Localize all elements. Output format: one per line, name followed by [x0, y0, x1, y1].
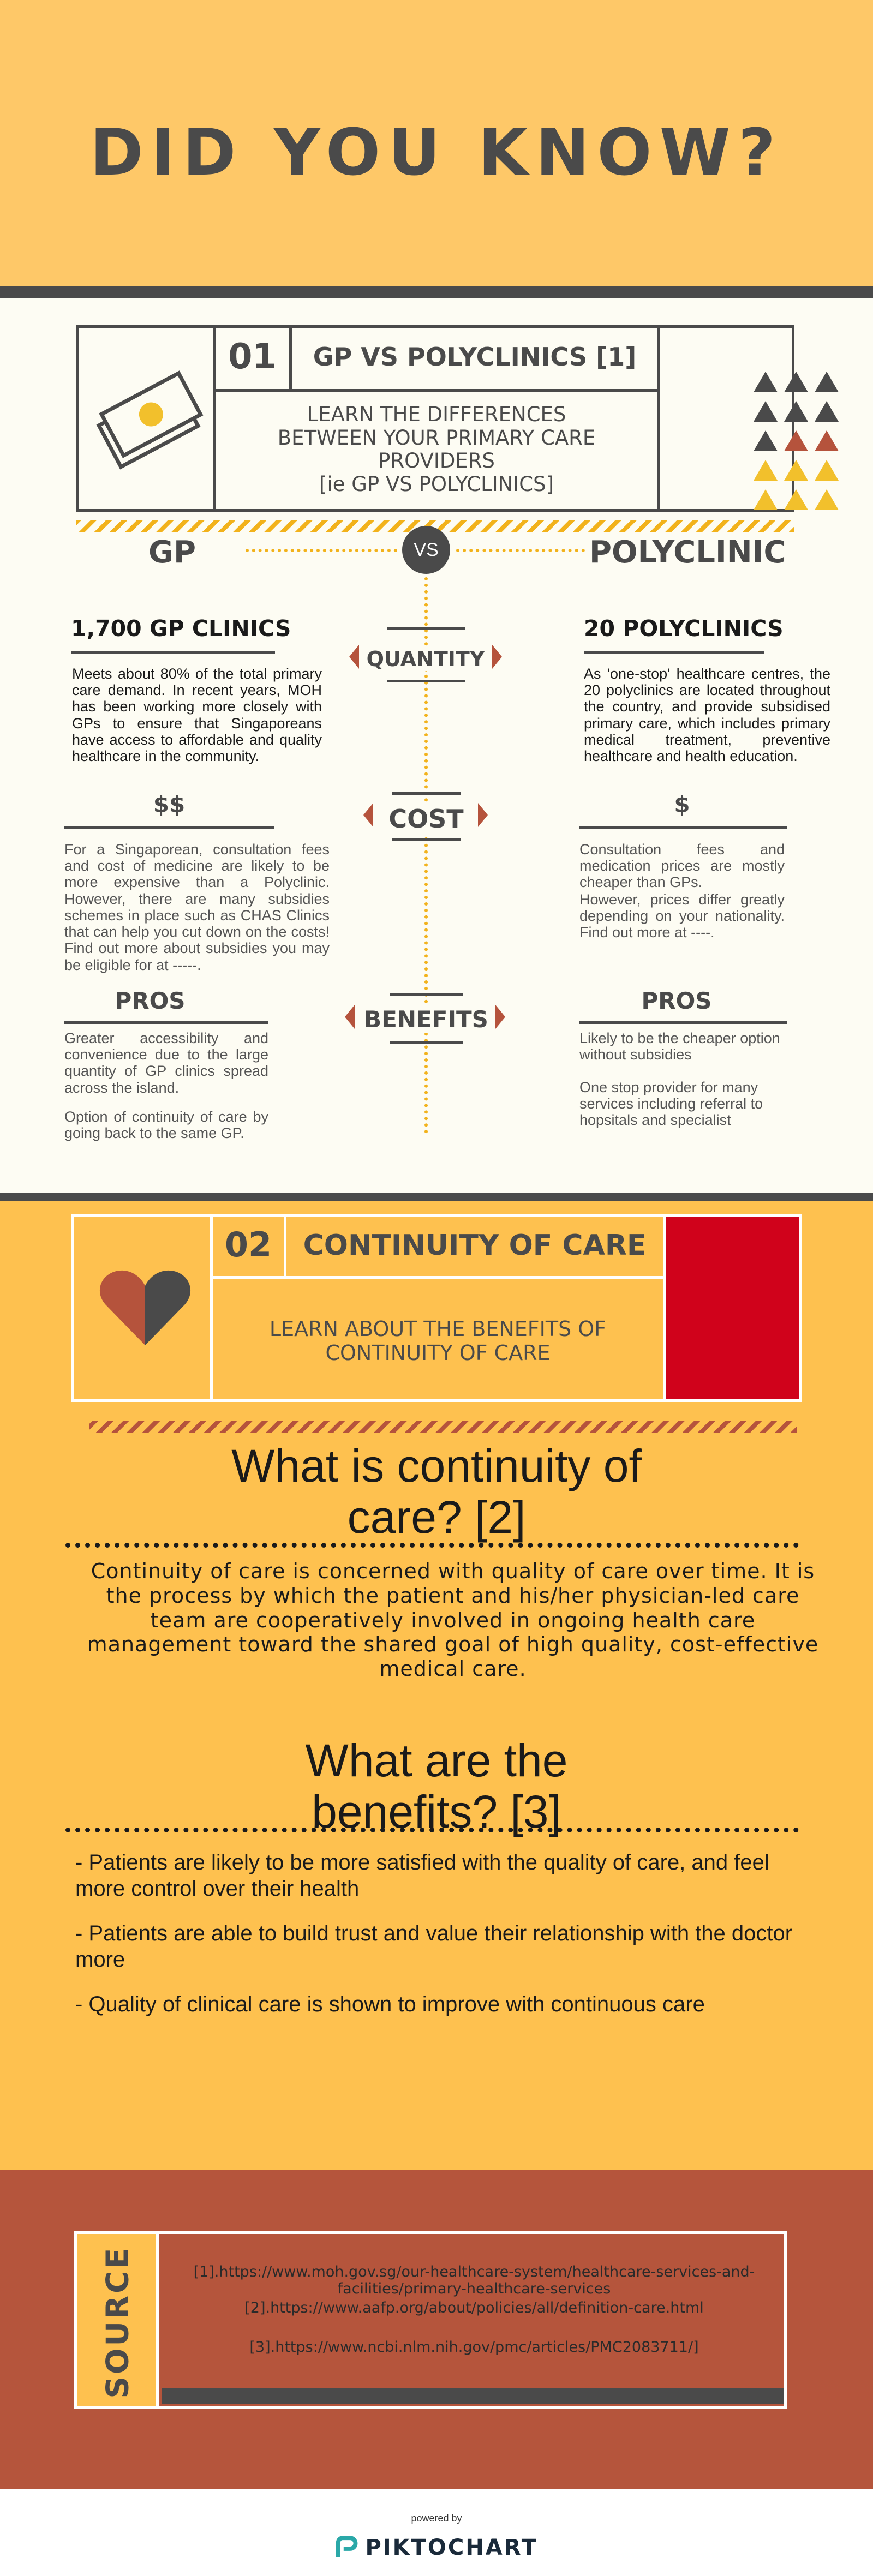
- brand-name: PIKTOCHART: [365, 2535, 538, 2560]
- section2-subheading: LEARN ABOUT THE BENEFITS OF CONTINUITY O…: [269, 1317, 607, 1365]
- section-continuity-of-care: 02 CONTINUITY OF CARE LEARN ABOUT THE BE…: [0, 1201, 873, 2170]
- source-link-2[interactable]: [2].https://www.aafp.org/about/policies/…: [244, 2299, 704, 2316]
- arrow-left-icon: [349, 645, 359, 669]
- arrow-right-icon: [492, 645, 502, 669]
- heart-icon: [99, 1270, 191, 1345]
- gp-pros-text-1: Greater accessibility and convenience du…: [64, 1030, 268, 1096]
- red-panel: [666, 1217, 799, 1399]
- section1-heading: GP VS POLYCLINICS [1]: [313, 342, 637, 372]
- continuity-definition: Continuity of care is concerned with qua…: [87, 1559, 819, 1681]
- decorative-stripe: [89, 1421, 797, 1433]
- section1-number: 01: [228, 337, 277, 377]
- section1-header-box: 01 GP VS POLYCLINICS [1] LEARN THE DIFFE…: [76, 325, 839, 512]
- powered-by-text: powered by: [411, 2513, 462, 2524]
- arrow-right-icon: [478, 803, 488, 827]
- dotted-connector: [246, 549, 397, 552]
- section2-number: 02: [224, 1225, 272, 1265]
- question-what-are-benefits: What are the benefits? [3]: [305, 1735, 568, 1838]
- benefit-item: - Quality of clinical care is shown to i…: [75, 1992, 705, 2016]
- question-what-is-continuity: What is continuity of care? [2]: [231, 1440, 642, 1543]
- source-bottom-bar: [162, 2388, 784, 2404]
- source-label: SOURCE: [100, 2245, 136, 2398]
- benefits-label: BENEFITS: [357, 1006, 495, 1033]
- source-side-panel: SOURCE: [77, 2234, 159, 2406]
- dotted-rule: [65, 1543, 799, 1548]
- section2-header-box: 02 CONTINUITY OF CARE LEARN ABOUT THE BE…: [71, 1214, 802, 1402]
- polyclinic-cost-text-2: However, prices differ greatly depending…: [579, 891, 785, 941]
- polyclinic-quantity-title: 20 POLYCLINICS: [584, 615, 784, 642]
- gp-quantity-text: Meets about 80% of the total primary car…: [72, 666, 322, 765]
- polyclinic-quantity-text: As 'one-stop' healthcare centres, the 20…: [584, 666, 830, 765]
- divider-bar: [0, 1193, 873, 1201]
- gp-pros-title: PROS: [115, 987, 186, 1014]
- page-title: DID YOU KNOW?: [89, 115, 784, 190]
- gp-pros-text-2: Option of continuity of care by going ba…: [64, 1109, 268, 1142]
- benefit-item: - Patients are likely to be more satisfi…: [75, 1850, 769, 1901]
- source-link-1[interactable]: [1].https://www.moh.gov.sg/our-healthcar…: [193, 2263, 755, 2298]
- gp-cost-text: For a Singaporean, consultation fees and…: [64, 841, 330, 973]
- benefit-item: - Patients are able to build trust and v…: [75, 1921, 793, 1972]
- footer: powered by PIKTOCHART: [0, 2489, 873, 2576]
- polyclinic-label: POLYCLINIC: [589, 535, 786, 570]
- polyclinic-pros-title: PROS: [641, 987, 712, 1014]
- polyclinic-pros-text-2: One stop provider for many services incl…: [579, 1079, 763, 1129]
- money-bill-icon: [96, 370, 204, 470]
- section-gp-vs-polyclinics: 01 GP VS POLYCLINICS [1] LEARN THE DIFFE…: [0, 298, 873, 1193]
- dotted-rule: [65, 1828, 799, 1832]
- quantity-label: QUANTITY: [360, 647, 491, 671]
- gp-quantity-title: 1,700 GP CLINICS: [71, 615, 291, 642]
- source-link-3[interactable]: [3].https://www.ncbi.nlm.nih.gov/pmc/art…: [249, 2339, 699, 2356]
- cost-label: COST: [376, 804, 476, 834]
- piktochart-brand[interactable]: PIKTOCHART: [335, 2532, 538, 2563]
- triangle-pattern-icon: [754, 372, 839, 510]
- section1-subheading: LEARN THE DIFFERENCES BETWEEN YOUR PRIMA…: [277, 403, 596, 496]
- gp-label: GP: [148, 535, 196, 570]
- arrow-left-icon: [363, 803, 373, 827]
- header-banner: DID YOU KNOW?: [0, 0, 873, 286]
- sources-section: SOURCE [1].https://www.moh.gov.sg/our-he…: [0, 2170, 873, 2489]
- dotted-connector: [456, 549, 585, 552]
- polyclinic-cost-title: $: [674, 791, 690, 818]
- section2-heading: CONTINUITY OF CARE: [303, 1229, 647, 1262]
- polyclinic-pros-text-1: Likely to be the cheaper option without …: [579, 1030, 780, 1063]
- vs-badge: VS: [402, 526, 450, 574]
- sources-box: SOURCE [1].https://www.moh.gov.sg/our-he…: [74, 2231, 787, 2409]
- decorative-stripe: [76, 520, 794, 532]
- piktochart-logo-icon: [336, 2536, 358, 2557]
- divider-bar: [0, 286, 873, 298]
- vertical-dotted-line: [424, 577, 428, 1134]
- gp-cost-title: $$: [153, 791, 186, 818]
- arrow-left-icon: [345, 1005, 355, 1029]
- arrow-right-icon: [495, 1005, 505, 1029]
- polyclinic-cost-text-1: Consultation fees and medication prices …: [579, 841, 785, 891]
